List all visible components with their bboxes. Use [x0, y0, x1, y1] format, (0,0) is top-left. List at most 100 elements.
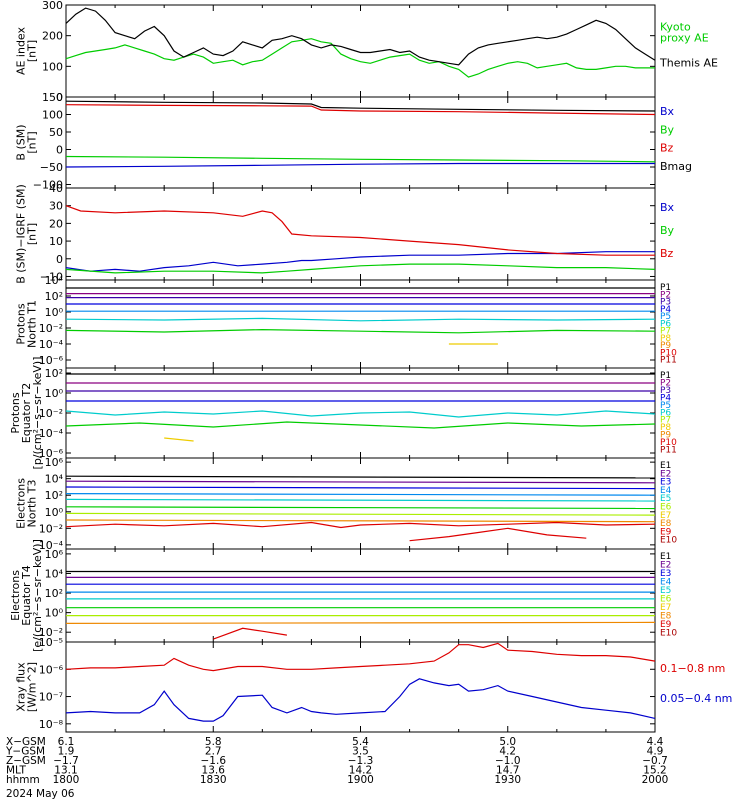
y-tick-label: 0 — [56, 91, 63, 104]
panel-3: 40 30 20 10 0 −10 B (SM)−IGRF (SM)[nT] Bx By Bz — [15, 182, 675, 284]
orbit-cell: 2000 — [642, 774, 669, 786]
orbit-cell: −1.0 — [495, 755, 521, 767]
series-line-p7 — [164, 437, 194, 442]
y-tick-label: −100 — [33, 179, 63, 192]
legend-entry: E10 — [660, 536, 677, 546]
legend-entry: E6 — [660, 595, 672, 605]
legend-entry: P8 — [660, 334, 671, 344]
orbit-cell: 1.9 — [58, 746, 75, 758]
y-axis-label: Electrons — [9, 570, 22, 621]
legend-entry: E1 — [660, 552, 671, 562]
series-line-0-1-0-8-nm — [65, 642, 656, 672]
series-line-0-05-0-4-nm — [65, 678, 656, 722]
y-axis-label: B (SM)−IGRF (SM) — [15, 184, 28, 284]
legend-entry: P4 — [660, 305, 671, 315]
y-tick-label: 10⁰ — [45, 387, 64, 400]
legend-entry: Kyoto — [660, 21, 691, 34]
legend-entry: E9 — [660, 527, 672, 537]
y-tick-label: −50 — [40, 161, 63, 174]
legend-entry: E3 — [660, 478, 671, 488]
y-tick-label: 0 — [56, 144, 63, 157]
y-axis-label: [nT] — [26, 131, 39, 153]
panel-frame — [65, 4, 656, 98]
series-line-e9 — [213, 627, 287, 640]
y-tick-label: 10⁰ — [45, 506, 64, 519]
legend-entry: P11 — [660, 446, 677, 456]
orbit-cell: 1800 — [53, 774, 80, 786]
orbit-cell: −0.7 — [642, 755, 668, 767]
orbit-cell: 1930 — [494, 774, 521, 786]
legend-entry: P10 — [660, 348, 677, 358]
y-tick-label: 10⁻² — [39, 322, 63, 335]
y-axis-label: [p/(cm²−s−sr−keV)] — [31, 357, 44, 470]
series-line-by — [65, 155, 656, 163]
orbit-cell: 4.2 — [499, 746, 516, 758]
series-line-e5 — [65, 498, 656, 502]
orbit-cell: 4.9 — [647, 746, 664, 758]
y-axis-label: North T3 — [26, 480, 39, 528]
y-tick-label: 100 — [42, 109, 63, 122]
y-tick-label: 20 — [49, 217, 63, 230]
orbit-cell: 5.8 — [205, 736, 222, 748]
y-axis-label: [W/m^2] — [26, 662, 39, 712]
panel-frame — [65, 548, 656, 643]
y-tick-label: 0 — [56, 253, 63, 266]
y-tick-label: 30 — [49, 200, 63, 213]
legend-entry: P11 — [660, 356, 677, 366]
orbit-cell: −1.7 — [53, 755, 79, 767]
legend-entry: By — [660, 123, 675, 136]
series-line-bmag — [65, 100, 656, 112]
legend-entry: E6 — [660, 503, 672, 513]
series-line-bx — [65, 251, 655, 272]
y-tick-label: 10⁴ — [45, 567, 64, 580]
series-line-bx — [65, 162, 655, 168]
orbit-cell: 3.5 — [352, 746, 369, 758]
date-label: 2024 May 06 — [6, 788, 75, 800]
y-axis-label: [nT] — [26, 40, 39, 62]
y-axis-label: North T1 — [26, 300, 39, 348]
legend-entry: E1 — [660, 461, 671, 471]
orbit-cell: 5.4 — [352, 736, 369, 748]
y-tick-label: 10⁻² — [39, 626, 63, 639]
series-line-e3 — [65, 486, 656, 490]
y-tick-label: 10² — [45, 587, 63, 600]
series-line-e1 — [65, 475, 656, 479]
y-tick-label: 10⁻⁶ — [39, 663, 64, 676]
orbit-cell: 4.4 — [647, 736, 664, 748]
series-line-e8 — [65, 621, 656, 625]
y-tick-label: 200 — [42, 30, 63, 43]
orbit-table: X−GSM 6.1 5.8 5.4 5.0 4.4 Y−GSM 1.9 2.7 3.5 4.2 4.9… — [5, 736, 668, 800]
legend-entry: Themis AE — [659, 56, 718, 69]
orbit-cell: 1900 — [347, 774, 374, 786]
legend-entry: E9 — [660, 620, 672, 630]
orbit-cell: 14.2 — [349, 765, 372, 777]
legend-entry: P1 — [660, 283, 671, 293]
series-line-e7 — [65, 512, 656, 516]
y-tick-label: 150 — [42, 91, 63, 104]
panel-8: 10⁻⁵ 10⁻⁶ 10⁻⁷ 10⁻⁸ Xray flux[W/m^2] 0.1−0.8 … — [15, 636, 732, 733]
series-line-e6 — [65, 506, 656, 510]
y-tick-label: 10⁻⁶ — [39, 354, 64, 367]
legend-entry: P3 — [660, 386, 671, 396]
y-axis-label: Equator T2 — [20, 383, 33, 443]
orbit-cell: 14.7 — [496, 765, 519, 777]
legend-entry: P4 — [660, 393, 671, 403]
series-line-p6 — [65, 421, 656, 429]
series-line-e2 — [65, 480, 656, 484]
series-line-by — [65, 263, 656, 274]
y-tick-label: 10² — [45, 367, 63, 380]
legend-entry: E8 — [660, 612, 672, 622]
legend-entry: E10 — [660, 629, 677, 639]
orbit-cell: 15.2 — [643, 765, 666, 777]
y-tick-label: 10² — [45, 290, 63, 303]
y-tick-label: 10⁻² — [39, 522, 63, 535]
y-tick-label: 10⁴ — [45, 274, 64, 287]
legend-entry: E5 — [660, 586, 671, 596]
orbit-row-label: Z−GSM — [6, 755, 46, 767]
y-tick-label: 100 — [42, 60, 63, 73]
